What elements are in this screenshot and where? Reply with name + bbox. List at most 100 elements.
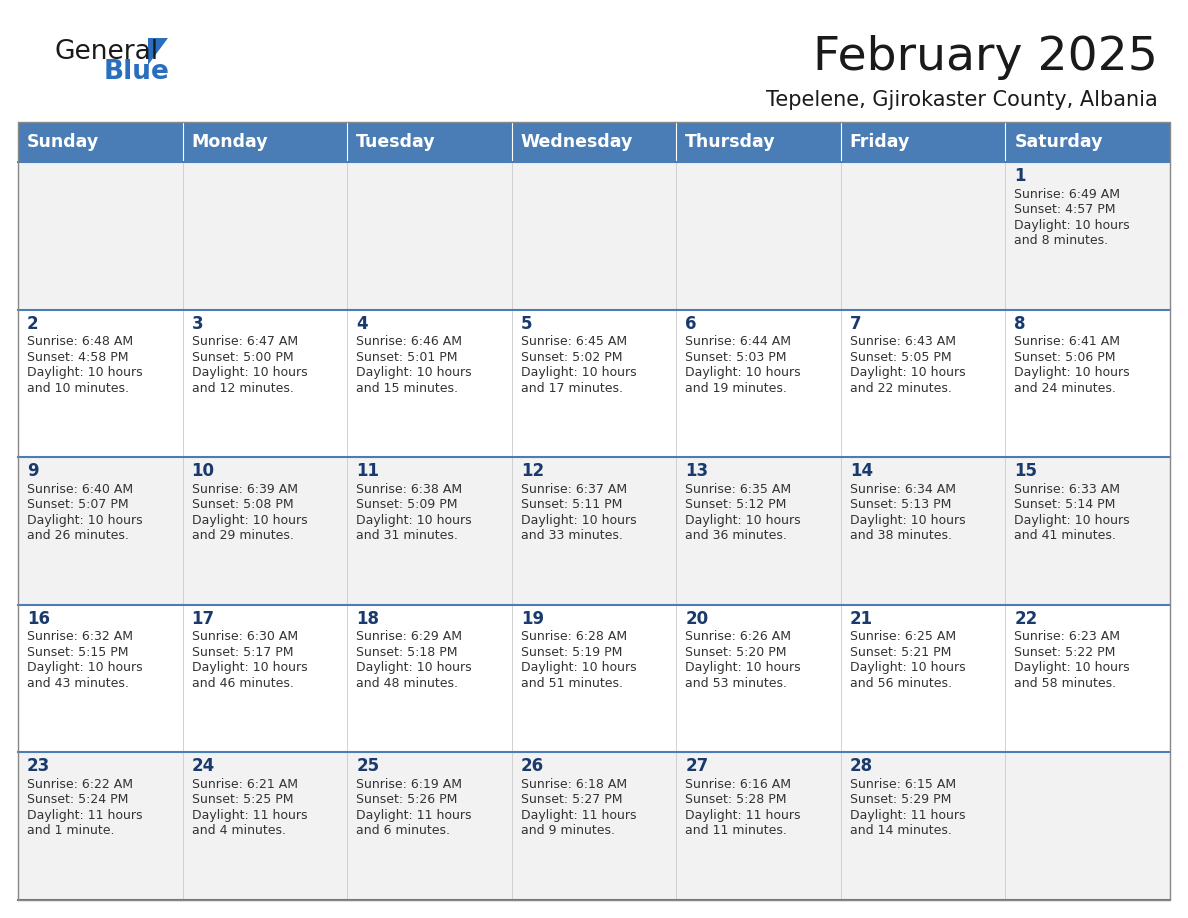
Text: and 14 minutes.: and 14 minutes. xyxy=(849,824,952,837)
Text: Daylight: 10 hours: Daylight: 10 hours xyxy=(520,366,637,379)
Text: and 8 minutes.: and 8 minutes. xyxy=(1015,234,1108,247)
Text: and 6 minutes.: and 6 minutes. xyxy=(356,824,450,837)
Text: and 15 minutes.: and 15 minutes. xyxy=(356,382,459,395)
Text: 5: 5 xyxy=(520,315,532,332)
Bar xyxy=(841,122,1005,162)
Text: Sunrise: 6:25 AM: Sunrise: 6:25 AM xyxy=(849,631,956,644)
Text: Monday: Monday xyxy=(191,133,268,151)
Text: and 31 minutes.: and 31 minutes. xyxy=(356,529,459,543)
Text: Daylight: 10 hours: Daylight: 10 hours xyxy=(1015,218,1130,231)
Text: and 56 minutes.: and 56 minutes. xyxy=(849,677,952,689)
Text: 1: 1 xyxy=(1015,167,1026,185)
Text: Sunset: 5:28 PM: Sunset: 5:28 PM xyxy=(685,793,786,806)
Text: Sunset: 5:24 PM: Sunset: 5:24 PM xyxy=(27,793,128,806)
Text: Sunset: 5:09 PM: Sunset: 5:09 PM xyxy=(356,498,457,511)
Text: Blue: Blue xyxy=(105,59,170,85)
Text: Sunset: 5:03 PM: Sunset: 5:03 PM xyxy=(685,351,786,364)
Bar xyxy=(18,162,183,309)
Text: Sunset: 5:21 PM: Sunset: 5:21 PM xyxy=(849,645,952,659)
Text: Sunrise: 6:43 AM: Sunrise: 6:43 AM xyxy=(849,335,956,348)
Bar xyxy=(841,605,1005,753)
Bar xyxy=(1005,457,1170,605)
Bar xyxy=(841,309,1005,457)
Text: 27: 27 xyxy=(685,757,708,776)
Text: Sunrise: 6:44 AM: Sunrise: 6:44 AM xyxy=(685,335,791,348)
Text: Sunset: 5:29 PM: Sunset: 5:29 PM xyxy=(849,793,952,806)
Text: Sunrise: 6:49 AM: Sunrise: 6:49 AM xyxy=(1015,187,1120,200)
Text: 20: 20 xyxy=(685,610,708,628)
Text: Sunrise: 6:48 AM: Sunrise: 6:48 AM xyxy=(27,335,133,348)
Text: 2: 2 xyxy=(27,315,39,332)
Bar xyxy=(183,309,347,457)
Text: Sunset: 5:15 PM: Sunset: 5:15 PM xyxy=(27,645,128,659)
Text: 9: 9 xyxy=(27,462,39,480)
Text: Sunrise: 6:37 AM: Sunrise: 6:37 AM xyxy=(520,483,627,496)
Text: 24: 24 xyxy=(191,757,215,776)
Text: Daylight: 11 hours: Daylight: 11 hours xyxy=(685,809,801,822)
Bar xyxy=(676,162,841,309)
Text: Daylight: 10 hours: Daylight: 10 hours xyxy=(520,514,637,527)
Text: 18: 18 xyxy=(356,610,379,628)
Text: and 43 minutes.: and 43 minutes. xyxy=(27,677,128,689)
Text: 14: 14 xyxy=(849,462,873,480)
Text: Sunrise: 6:21 AM: Sunrise: 6:21 AM xyxy=(191,778,297,791)
Bar xyxy=(512,162,676,309)
Bar xyxy=(1005,605,1170,753)
Bar xyxy=(18,122,183,162)
Text: Sunset: 5:25 PM: Sunset: 5:25 PM xyxy=(191,793,293,806)
Text: Saturday: Saturday xyxy=(1015,133,1102,151)
Text: Tuesday: Tuesday xyxy=(356,133,436,151)
Text: Sunrise: 6:28 AM: Sunrise: 6:28 AM xyxy=(520,631,627,644)
Text: Sunday: Sunday xyxy=(27,133,100,151)
Text: Daylight: 10 hours: Daylight: 10 hours xyxy=(27,661,143,675)
Bar xyxy=(676,457,841,605)
Text: Sunset: 5:27 PM: Sunset: 5:27 PM xyxy=(520,793,623,806)
Text: Daylight: 10 hours: Daylight: 10 hours xyxy=(356,514,472,527)
Text: Sunrise: 6:40 AM: Sunrise: 6:40 AM xyxy=(27,483,133,496)
Text: Daylight: 10 hours: Daylight: 10 hours xyxy=(356,366,472,379)
Text: Sunrise: 6:39 AM: Sunrise: 6:39 AM xyxy=(191,483,297,496)
Bar xyxy=(1005,753,1170,900)
Bar xyxy=(676,309,841,457)
Text: Sunrise: 6:23 AM: Sunrise: 6:23 AM xyxy=(1015,631,1120,644)
Bar xyxy=(18,605,183,753)
Text: Sunset: 4:57 PM: Sunset: 4:57 PM xyxy=(1015,203,1116,216)
Text: 26: 26 xyxy=(520,757,544,776)
Text: Tepelene, Gjirokaster County, Albania: Tepelene, Gjirokaster County, Albania xyxy=(766,90,1158,110)
Text: Sunset: 5:22 PM: Sunset: 5:22 PM xyxy=(1015,645,1116,659)
Text: Sunrise: 6:19 AM: Sunrise: 6:19 AM xyxy=(356,778,462,791)
Text: 23: 23 xyxy=(27,757,50,776)
Text: 6: 6 xyxy=(685,315,697,332)
Text: Sunset: 5:19 PM: Sunset: 5:19 PM xyxy=(520,645,623,659)
Bar xyxy=(18,457,183,605)
Text: Sunrise: 6:18 AM: Sunrise: 6:18 AM xyxy=(520,778,627,791)
Text: Sunset: 5:17 PM: Sunset: 5:17 PM xyxy=(191,645,293,659)
Text: Sunrise: 6:47 AM: Sunrise: 6:47 AM xyxy=(191,335,298,348)
Text: Sunrise: 6:15 AM: Sunrise: 6:15 AM xyxy=(849,778,956,791)
Text: Daylight: 10 hours: Daylight: 10 hours xyxy=(685,661,801,675)
Text: 22: 22 xyxy=(1015,610,1037,628)
Bar xyxy=(347,122,512,162)
Text: 25: 25 xyxy=(356,757,379,776)
Text: Sunset: 5:14 PM: Sunset: 5:14 PM xyxy=(1015,498,1116,511)
Text: 16: 16 xyxy=(27,610,50,628)
Text: Daylight: 10 hours: Daylight: 10 hours xyxy=(27,514,143,527)
Text: and 11 minutes.: and 11 minutes. xyxy=(685,824,788,837)
Text: Sunset: 4:58 PM: Sunset: 4:58 PM xyxy=(27,351,128,364)
Text: Daylight: 10 hours: Daylight: 10 hours xyxy=(191,661,308,675)
Bar xyxy=(183,457,347,605)
Text: and 58 minutes.: and 58 minutes. xyxy=(1015,677,1117,689)
Text: Sunrise: 6:29 AM: Sunrise: 6:29 AM xyxy=(356,631,462,644)
Bar xyxy=(841,162,1005,309)
Text: Thursday: Thursday xyxy=(685,133,776,151)
Text: Sunset: 5:06 PM: Sunset: 5:06 PM xyxy=(1015,351,1116,364)
Text: Sunrise: 6:26 AM: Sunrise: 6:26 AM xyxy=(685,631,791,644)
Text: Daylight: 11 hours: Daylight: 11 hours xyxy=(356,809,472,822)
Text: 19: 19 xyxy=(520,610,544,628)
Text: 10: 10 xyxy=(191,462,215,480)
Text: Daylight: 11 hours: Daylight: 11 hours xyxy=(520,809,637,822)
Text: and 4 minutes.: and 4 minutes. xyxy=(191,824,285,837)
Bar xyxy=(841,753,1005,900)
Bar xyxy=(676,753,841,900)
Text: and 29 minutes.: and 29 minutes. xyxy=(191,529,293,543)
